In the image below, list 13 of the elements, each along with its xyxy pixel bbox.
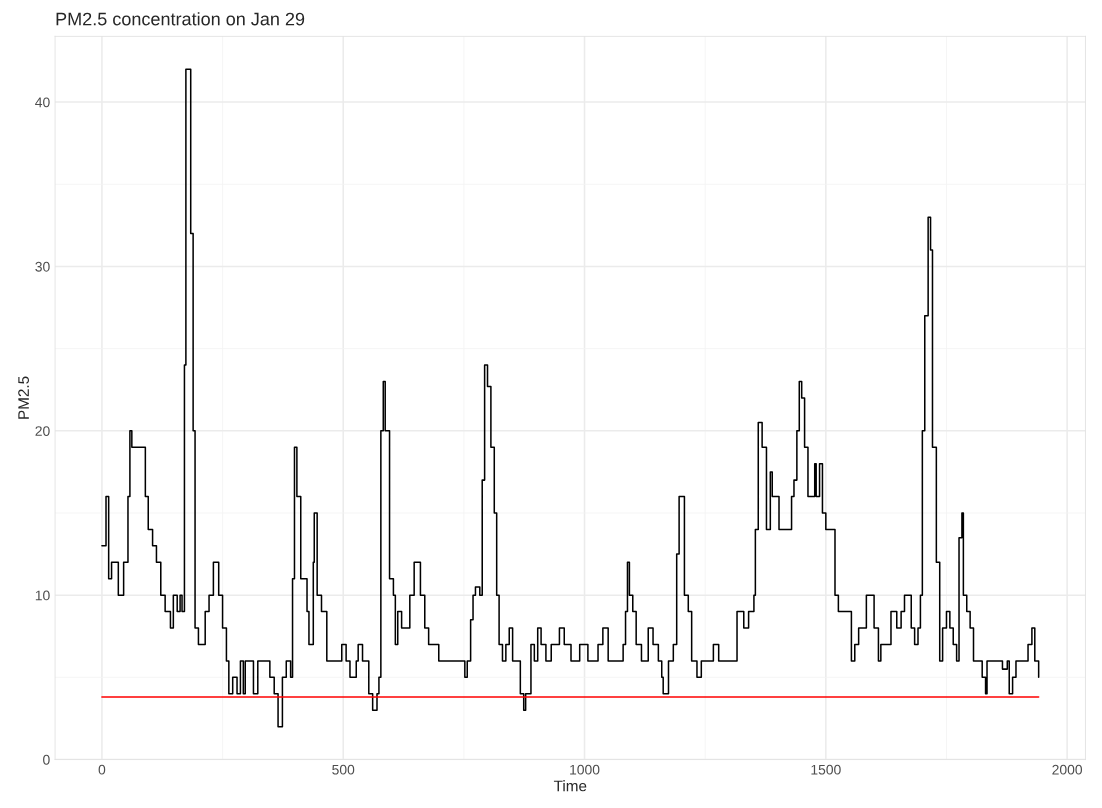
x-tick-label: 500 [332,764,355,775]
x-axis-title: Time [553,780,587,792]
y-tick-label: 40 [35,97,50,108]
x-tick-label: 1000 [570,764,600,775]
y-tick-label: 10 [35,590,50,601]
x-tick-label: 2000 [1052,764,1083,775]
y-tick-label: 0 [43,754,50,765]
x-tick-label: 0 [98,764,106,775]
y-axis-title: PM2.5 [18,376,29,419]
chart-title: PM2.5 concentration on Jan 29 [56,12,305,26]
y-tick-label: 20 [35,426,50,436]
x-tick-label: 1500 [811,764,841,775]
y-tick-label: 30 [35,261,50,272]
